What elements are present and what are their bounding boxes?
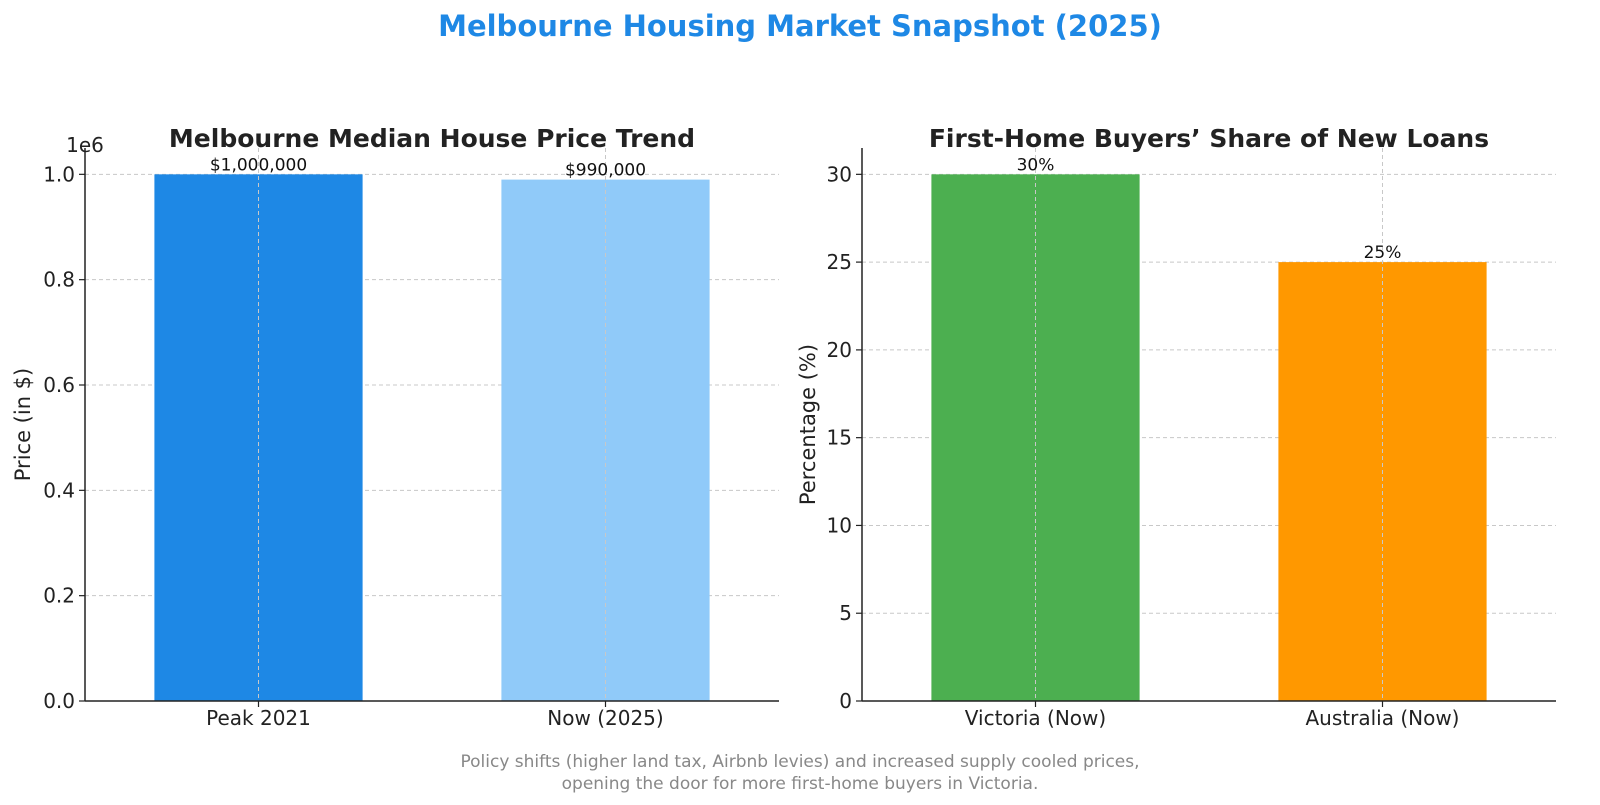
share-ytick-label: 15 <box>827 426 852 450</box>
price-ytick-label: 0.6 <box>43 373 75 397</box>
price-ytick-label: 0.4 <box>43 478 75 502</box>
share-ytick-label: 0 <box>839 689 852 713</box>
price-chart-title: Melbourne Median House Price Trend <box>169 124 695 153</box>
share-ytick-label: 20 <box>827 338 852 362</box>
share-xtick-label: Victoria (Now) <box>965 706 1106 730</box>
price-xtick-label: Now (2025) <box>547 706 663 730</box>
figure-title: Melbourne Housing Market Snapshot (2025) <box>438 9 1162 43</box>
price-trend-chart: 0.0 0.2 0.4 0.6 0.8 1.0 Peak 2021 Now (2025) $1,… <box>11 124 779 730</box>
caption-line-2: opening the door for more first-home buy… <box>562 774 1039 794</box>
share-ytick-label: 30 <box>827 162 852 186</box>
share-ytick-label: 5 <box>839 601 852 625</box>
share-xtick-label: Australia (Now) <box>1306 706 1460 730</box>
price-offset-label: 1e6 <box>66 133 104 157</box>
share-bar-1 <box>1278 262 1487 701</box>
price-ytick-label: 0.8 <box>43 268 75 292</box>
share-data-label: 25% <box>1364 243 1402 263</box>
price-xtick-label: Peak 2021 <box>206 706 311 730</box>
price-bar-1 <box>501 179 710 702</box>
price-y-axis-label: Price (in $) <box>11 368 35 481</box>
share-y-axis-label: Percentage (%) <box>796 344 820 505</box>
share-ytick-label: 10 <box>827 513 852 537</box>
price-data-label: $990,000 <box>565 161 646 181</box>
share-ytick-label: 25 <box>827 250 852 274</box>
price-data-label: $1,000,000 <box>210 155 307 175</box>
caption-line-1: Policy shifts (higher land tax, Airbnb l… <box>460 752 1139 772</box>
price-ytick-label: 0.2 <box>43 584 75 608</box>
first-home-buyers-chart: 0 5 10 15 20 25 30 Victoria (Now) Australia (Now… <box>796 124 1556 730</box>
share-chart-title: First-Home Buyers’ Share of New Loans <box>929 124 1489 153</box>
price-ytick-label: 0.0 <box>43 689 75 713</box>
share-data-label: 30% <box>1017 155 1055 175</box>
price-ytick-label: 1.0 <box>43 162 75 186</box>
